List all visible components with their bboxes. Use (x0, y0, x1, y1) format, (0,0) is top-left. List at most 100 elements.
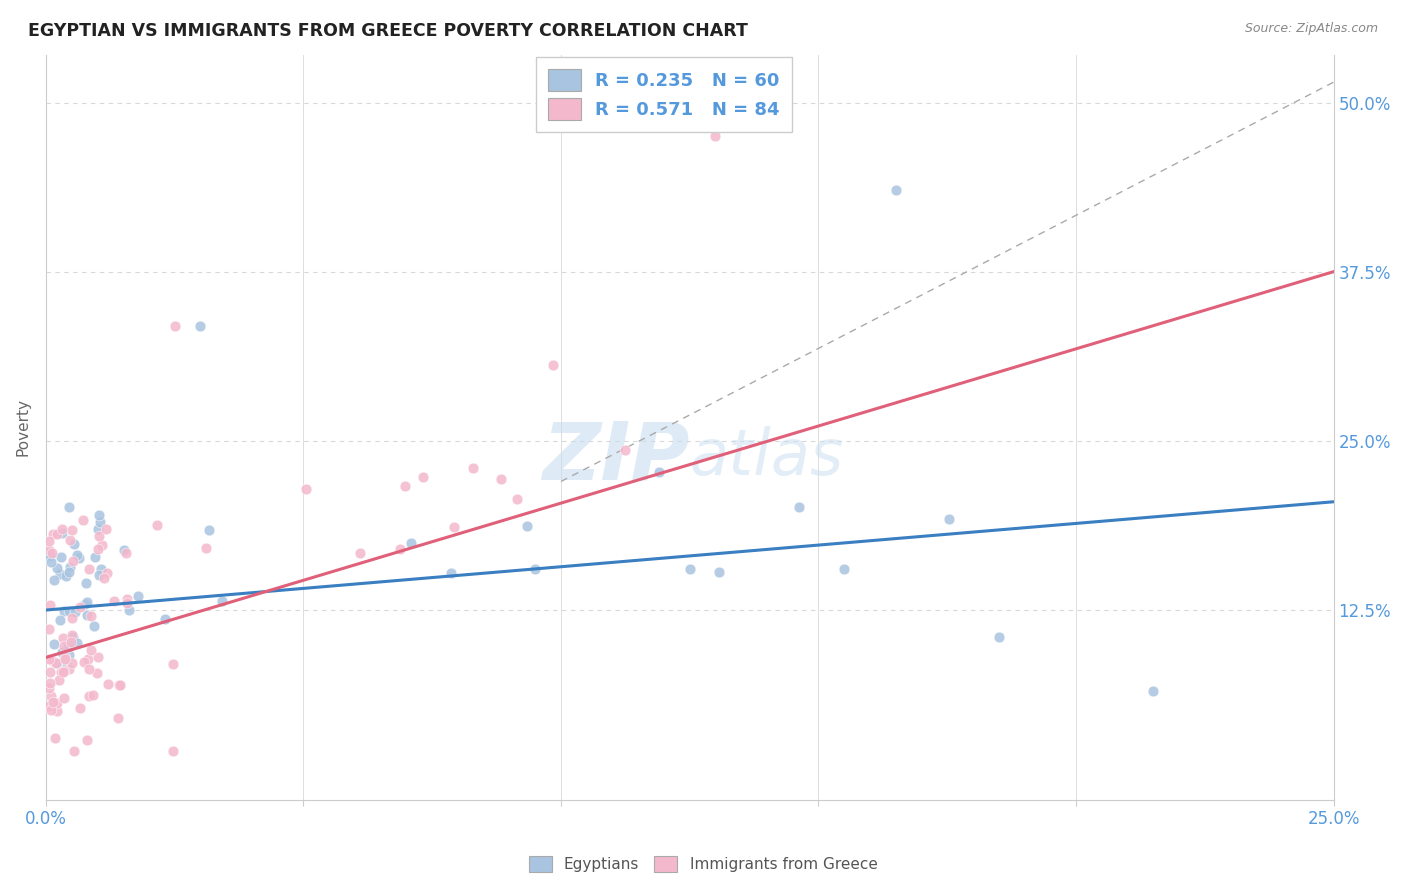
Point (63, 605, 86, 619)
Point (439, 566, 461, 581)
Point (60, 635, 83, 649)
Point (80, 643, 103, 657)
Point (211, 594, 233, 608)
Point (45, 656, 67, 670)
Point (443, 520, 465, 534)
Point (42, 637, 65, 651)
Point (41, 689, 63, 703)
Point (60, 524, 83, 538)
Point (524, 562, 547, 576)
Point (51, 665, 73, 679)
Point (39, 555, 62, 569)
Point (44, 731, 66, 745)
Point (87, 522, 110, 536)
Point (67, 550, 90, 565)
Point (394, 479, 416, 493)
Point (69, 701, 91, 715)
Point (76, 595, 98, 609)
Point (107, 711, 129, 725)
Point (75, 576, 97, 591)
Point (153, 612, 176, 626)
Point (832, 562, 855, 576)
Point (52, 631, 75, 645)
Point (94, 522, 117, 536)
Point (787, 500, 810, 514)
Text: Source: ZipAtlas.com: Source: ZipAtlas.com (1244, 22, 1378, 36)
Point (52, 647, 75, 661)
Point (294, 482, 316, 496)
Point (58, 637, 80, 651)
Point (39, 549, 62, 563)
Point (37, 699, 59, 714)
Point (412, 470, 434, 484)
Point (76, 652, 98, 666)
Point (45, 561, 67, 575)
Point (38, 652, 60, 666)
Point (45, 705, 67, 719)
Point (112, 543, 135, 558)
Point (51, 525, 73, 540)
Point (72, 513, 94, 527)
Point (489, 472, 512, 486)
Point (58, 648, 80, 662)
Point (73, 655, 96, 669)
Point (163, 318, 186, 333)
Point (80, 609, 103, 624)
Point (146, 518, 169, 533)
Point (39, 665, 62, 680)
Point (77, 562, 100, 576)
Point (93, 571, 115, 585)
Point (110, 678, 132, 692)
Point (55, 569, 77, 583)
Point (58, 604, 80, 618)
Point (108, 678, 131, 692)
Point (1142, 684, 1164, 698)
Point (127, 590, 149, 604)
Point (60, 628, 83, 642)
Text: atlas: atlas (690, 426, 844, 488)
Point (52, 691, 75, 706)
Point (506, 492, 529, 507)
Point (42, 695, 65, 709)
Point (389, 541, 412, 556)
Point (62, 630, 84, 644)
Point (613, 443, 636, 458)
Point (69, 599, 91, 614)
Point (51, 645, 73, 659)
Point (86, 649, 108, 664)
Point (91, 538, 114, 552)
Point (39, 703, 62, 717)
Point (38, 598, 60, 612)
Point (38, 681, 60, 696)
Point (87, 542, 110, 557)
Point (56, 640, 79, 655)
Point (38, 533, 60, 548)
Point (349, 545, 371, 559)
Point (938, 511, 960, 525)
Point (87, 568, 110, 582)
Point (679, 562, 702, 576)
Legend: R = 0.235   N = 60, R = 0.571   N = 84: R = 0.235 N = 60, R = 0.571 N = 84 (536, 57, 793, 132)
Point (60, 656, 83, 670)
Point (49, 567, 72, 582)
Point (190, 318, 212, 333)
Point (89, 529, 111, 543)
Point (38, 546, 60, 560)
Point (63, 537, 86, 551)
Point (52, 665, 75, 680)
Point (195, 541, 218, 556)
Point (399, 536, 422, 550)
Point (84, 550, 107, 565)
Point (66, 636, 89, 650)
Point (42, 527, 65, 541)
Point (38, 542, 60, 557)
Point (66, 548, 89, 562)
Point (162, 744, 184, 758)
Point (45, 656, 67, 670)
Point (59, 559, 82, 574)
Point (97, 677, 120, 691)
Point (648, 465, 671, 479)
Point (76, 733, 98, 747)
Point (41, 546, 63, 560)
Point (87, 508, 110, 523)
